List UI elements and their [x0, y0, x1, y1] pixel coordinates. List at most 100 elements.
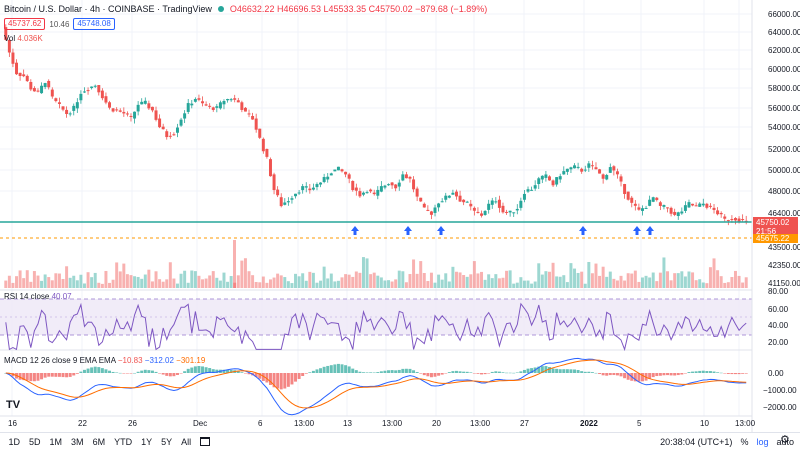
- volume-bar: [136, 276, 140, 288]
- macd-hist-bar: [319, 368, 323, 373]
- range-5y[interactable]: 5Y: [161, 436, 173, 447]
- range-6m[interactable]: 6M: [92, 436, 106, 447]
- volume-bar: [108, 282, 112, 288]
- range-5d[interactable]: 5D: [29, 436, 41, 447]
- candle: [716, 210, 720, 215]
- macd-hist-bar: [204, 367, 208, 373]
- volume-bar: [594, 263, 598, 288]
- macd-label[interactable]: MACD 12 26 close 9 EMA EMA −10.83 −312.0…: [4, 356, 206, 365]
- candle: [111, 108, 115, 112]
- volume-bar: [505, 270, 509, 288]
- volume-bar: [304, 280, 308, 288]
- volume-bar: [65, 266, 69, 288]
- volume-bar: [294, 273, 298, 288]
- macd-hist-bar: [640, 373, 644, 382]
- symbol-title[interactable]: Bitcoin / U.S. Dollar · 4h · COINBASE · …: [4, 4, 212, 14]
- range-3m[interactable]: 3M: [71, 436, 84, 447]
- macd-hist-bar: [125, 373, 129, 374]
- auto-toggle[interactable]: auto: [776, 436, 794, 447]
- range-all[interactable]: All: [181, 436, 192, 447]
- macd-hist-bar: [165, 373, 169, 376]
- candle: [426, 209, 430, 211]
- candle: [490, 200, 494, 205]
- macd-hist-bar: [737, 373, 741, 375]
- range-1y[interactable]: 1Y: [141, 436, 153, 447]
- volume-bar: [422, 272, 426, 288]
- buy-button[interactable]: 45748.08: [73, 18, 115, 30]
- candle: [422, 203, 426, 208]
- volume-bar: [615, 280, 619, 288]
- price-axis[interactable]: 66000.00 64000.00 62000.00 60000.00 5800…: [768, 10, 800, 288]
- macd-hist-bar: [412, 370, 416, 373]
- range-1m[interactable]: 1M: [49, 436, 63, 447]
- candle: [15, 62, 19, 75]
- volume-bar: [605, 276, 609, 288]
- volume-bar: [82, 283, 86, 288]
- macd-hist-bar: [72, 373, 76, 376]
- candle: [580, 168, 584, 172]
- volume-bar: [733, 270, 737, 288]
- macd-hist-bar: [65, 373, 69, 378]
- range-1d[interactable]: 1D: [8, 436, 21, 447]
- macd-hist-bar: [730, 373, 734, 375]
- candle: [397, 182, 401, 187]
- macd-hist-bar: [147, 370, 151, 373]
- volume-bar: [168, 262, 172, 288]
- macd-hist-bar: [505, 372, 509, 374]
- volume-bar: [454, 271, 458, 288]
- volume-bar: [333, 281, 337, 288]
- rsi-line: [5, 302, 747, 352]
- macd-hist-bar: [733, 373, 737, 375]
- volume-bar: [583, 283, 587, 288]
- rsi-label[interactable]: RSI 14 close 40.07: [4, 292, 72, 301]
- macd-hist-bar: [680, 373, 684, 375]
- macd-hist-bar: [243, 373, 247, 374]
- time-tick: 26: [128, 419, 137, 428]
- volume-bar: [569, 263, 573, 288]
- price-tick: 66000.00: [768, 10, 800, 19]
- volume-bar: [79, 274, 83, 288]
- candle: [90, 86, 94, 89]
- chart-canvas[interactable]: 66000.00 64000.00 62000.00 60000.00 5800…: [0, 0, 800, 432]
- volume-bar: [208, 275, 212, 288]
- gear-icon[interactable]: ⚙: [780, 434, 790, 446]
- volume-bar: [565, 282, 569, 288]
- tradingview-logo[interactable]: TV: [6, 399, 21, 411]
- volume-bar: [472, 261, 476, 288]
- volume-bar: [379, 277, 383, 288]
- candle: [605, 175, 609, 180]
- macd-hist-bar: [361, 372, 365, 373]
- time-axis[interactable]: 16 22 26 Dec 6 13:00 13 13:00 20 13:00 2…: [8, 419, 756, 428]
- candle: [154, 110, 158, 120]
- macd-hist-bar: [32, 373, 36, 382]
- candle: [193, 98, 197, 102]
- macd-hist-bar: [658, 373, 662, 376]
- calendar-icon[interactable]: [199, 437, 210, 446]
- macd-hist-bar: [315, 369, 319, 373]
- volume-bar: [254, 281, 258, 288]
- macd-hist-bar: [168, 373, 172, 377]
- volume-bar: [100, 283, 104, 288]
- volume-bar: [361, 257, 365, 288]
- clock[interactable]: 20:38:04 (UTC+1): [660, 436, 733, 447]
- range-selector: 1D 5D 1M 3M 6M YTD 1Y 5Y All: [0, 437, 196, 447]
- candle: [108, 102, 112, 108]
- volume-label[interactable]: Vol 4.036K: [4, 34, 43, 43]
- arrow-up-icon: [437, 226, 445, 235]
- log-toggle[interactable]: log: [756, 436, 769, 447]
- macd-hist-bar: [122, 373, 126, 374]
- candle: [294, 193, 298, 197]
- candle: [508, 210, 512, 213]
- macd-hist-bar: [40, 373, 44, 380]
- macd-hist-bar: [573, 369, 577, 373]
- range-ytd[interactable]: YTD: [114, 436, 133, 447]
- sell-button[interactable]: 45737.62: [4, 18, 46, 30]
- volume-bar: [86, 272, 90, 288]
- candle: [615, 171, 619, 175]
- volume-bar: [397, 270, 401, 288]
- candle: [197, 98, 201, 100]
- macd-hist-bar: [104, 369, 108, 373]
- candle: [279, 197, 283, 207]
- percent-toggle[interactable]: %: [740, 436, 749, 447]
- macd-hist-bar: [322, 366, 326, 373]
